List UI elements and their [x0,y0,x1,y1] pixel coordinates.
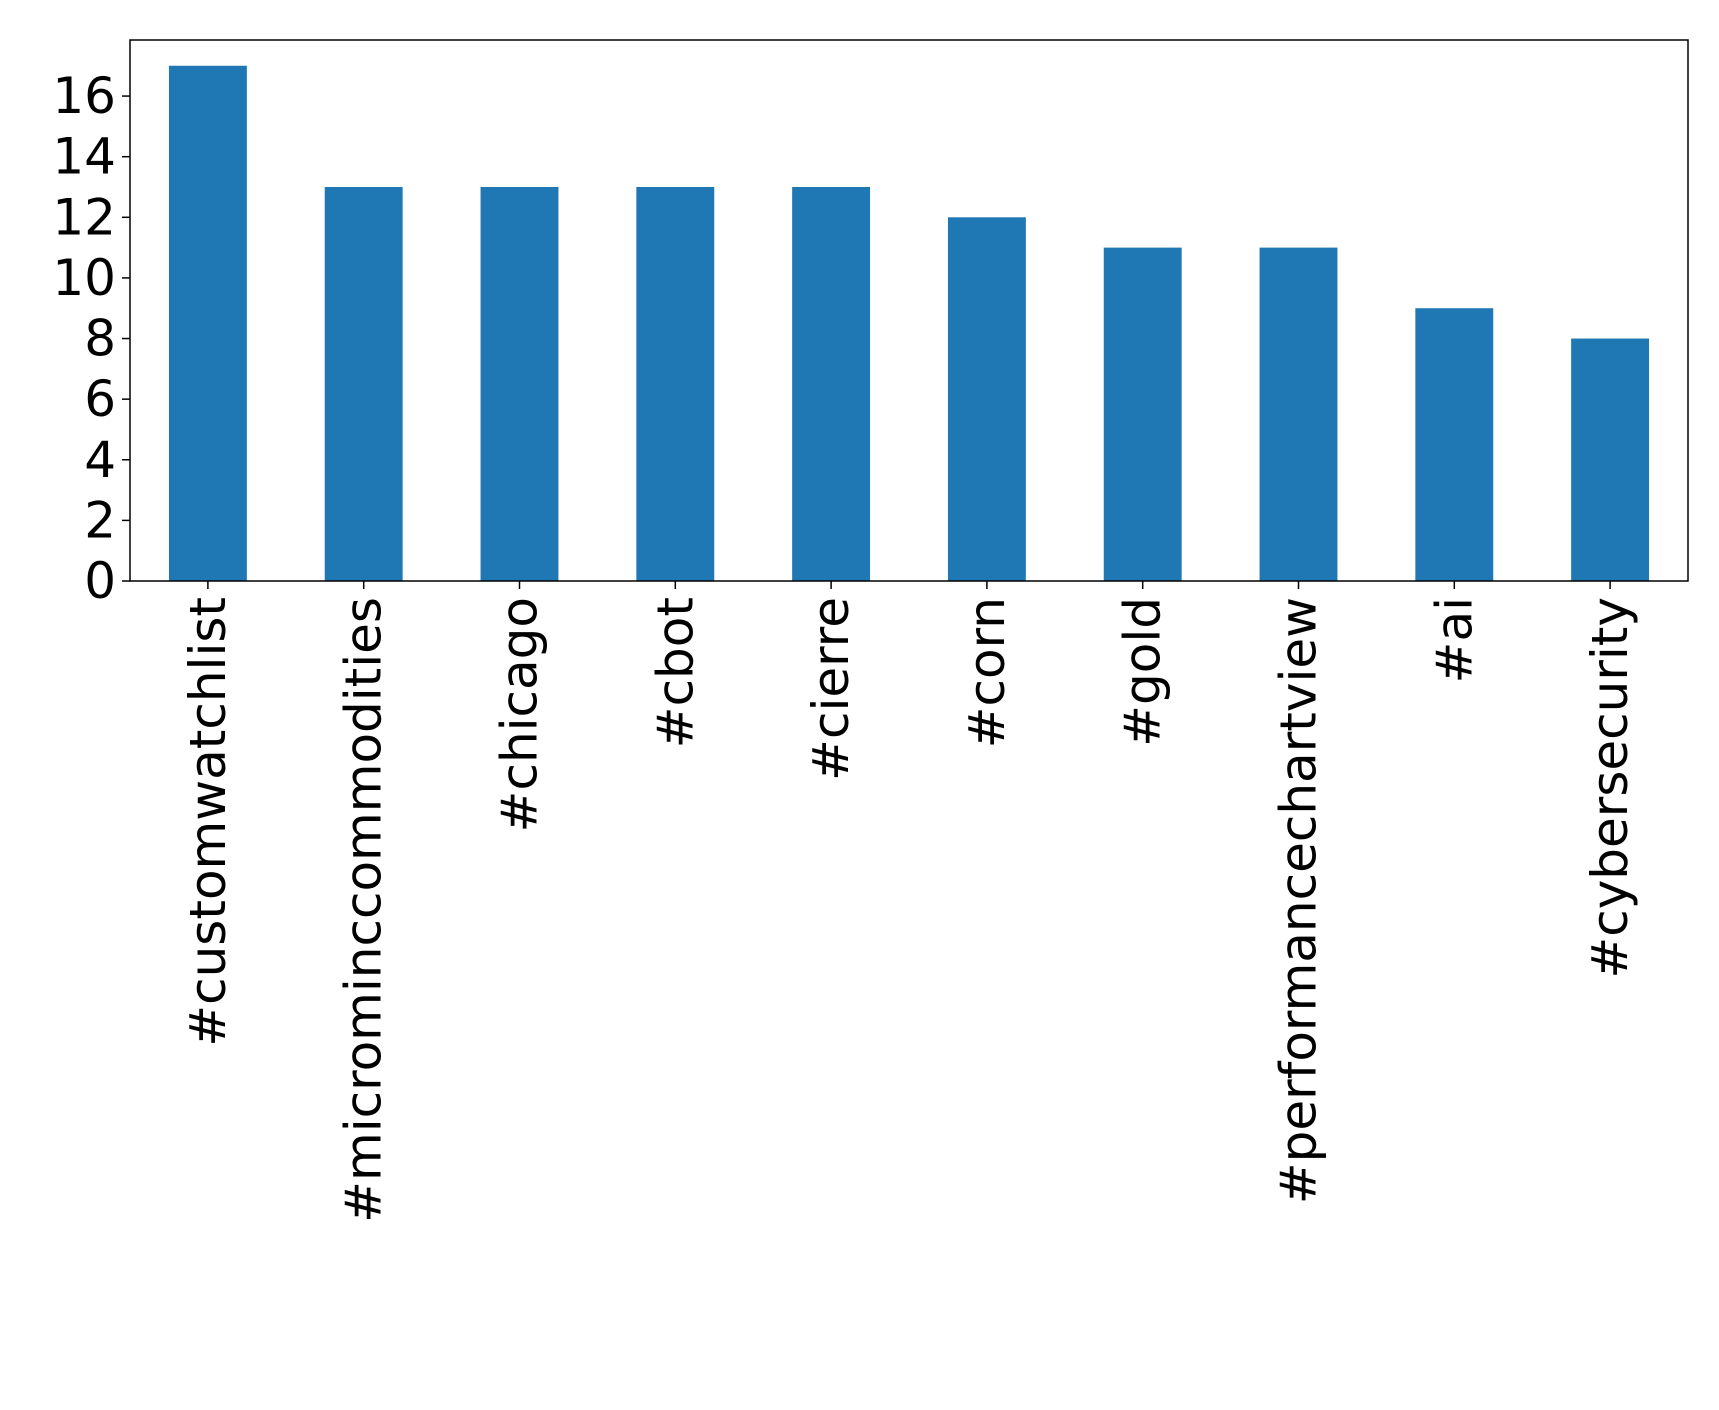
bar [947,217,1026,581]
bar [1571,338,1650,581]
x-axis: #customwatchlist #microminccommodities #ch… [179,581,1639,1223]
x-tick-label: #corn [958,597,1016,748]
y-tick-label: 16 [52,67,116,125]
bar [636,186,715,582]
x-tick-label: #customwatchlist [179,597,237,1047]
bar [480,186,559,582]
x-tick-label: #ai [1425,597,1483,683]
bars-group [168,65,1650,582]
x-tick-label: #performancechartview [1270,597,1328,1204]
x-tick-label: #chicago [491,597,549,832]
y-tick-label: 8 [84,310,116,368]
bar [792,186,871,582]
y-tick-label: 4 [84,431,116,489]
y-tick-label: 12 [52,188,116,246]
bar [1415,308,1494,581]
y-tick-label: 14 [52,128,116,186]
x-tick-label: #gold [1114,597,1172,747]
bar [168,65,247,581]
bar [324,186,403,582]
y-tick-label: 2 [84,491,116,549]
x-tick-label: #cybersecurity [1581,597,1639,979]
y-tick-label: 0 [84,552,116,610]
bar [1259,247,1338,581]
bar [1103,247,1182,581]
x-tick-label: #microminccommodities [335,597,393,1223]
y-tick-label: 10 [52,249,116,307]
y-tick-label: 6 [84,370,116,428]
plot-frame [129,39,1689,582]
x-tick-label: #cbot [646,597,704,748]
x-tick-label: #cierre [802,597,860,781]
